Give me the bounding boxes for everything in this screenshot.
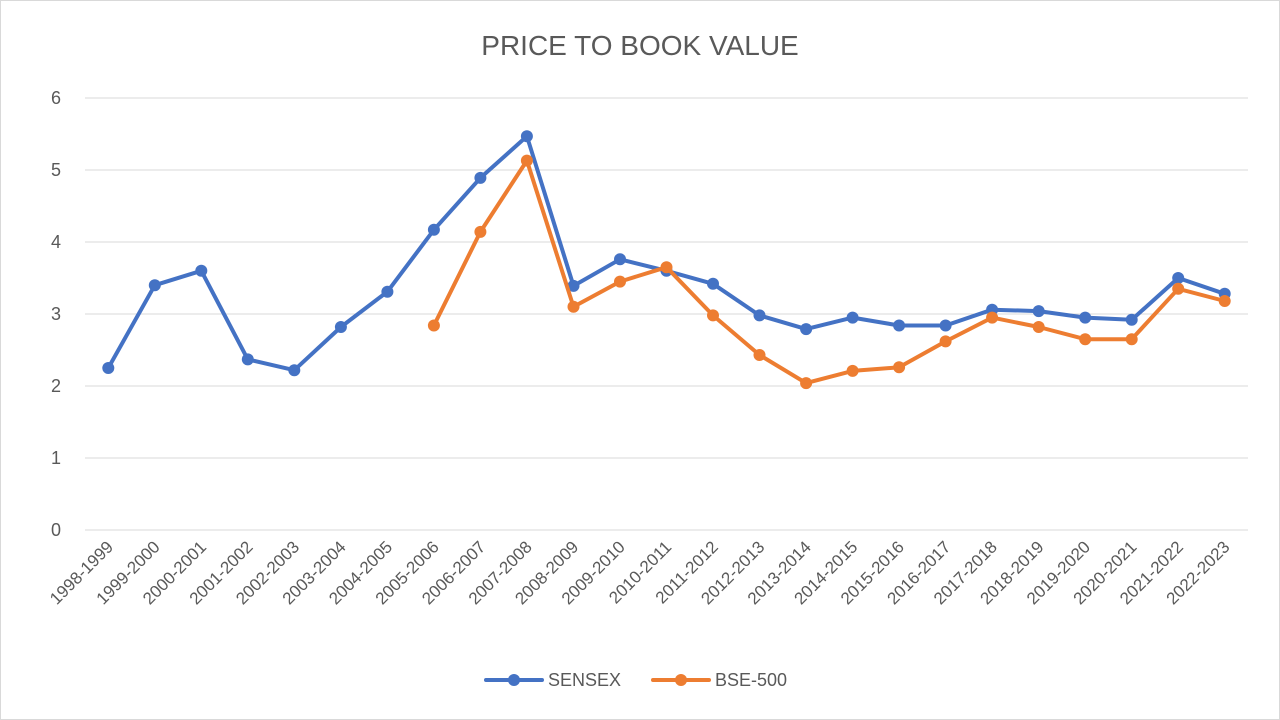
data-point — [381, 285, 394, 298]
data-point — [614, 275, 626, 288]
data-point — [474, 171, 487, 184]
data-point — [707, 309, 719, 322]
data-point — [1032, 305, 1045, 318]
legend-label: SENSEX — [548, 670, 621, 690]
y-tick-label: 0 — [51, 520, 61, 540]
data-point — [846, 364, 859, 377]
data-point — [241, 353, 254, 366]
gridlines — [85, 97, 1248, 531]
data-point — [986, 311, 999, 324]
y-tick-label: 1 — [51, 448, 61, 468]
data-point — [334, 321, 347, 333]
series-line — [431, 158, 1227, 386]
legend-item: SENSEX — [484, 670, 621, 690]
data-point — [893, 361, 906, 374]
data-point — [427, 319, 440, 332]
data-point — [1032, 321, 1045, 333]
data-point — [102, 362, 115, 374]
legend-swatch-marker — [675, 674, 687, 686]
data-point — [939, 319, 952, 332]
data-point — [614, 253, 626, 266]
data-point — [288, 364, 301, 377]
chart-title: PRICE TO BOOK VALUE — [481, 30, 798, 61]
legend-label: BSE-500 — [715, 670, 787, 690]
y-tick-label: 3 — [51, 304, 61, 324]
data-point — [567, 279, 580, 292]
data-point — [800, 377, 813, 390]
data-point — [427, 223, 440, 236]
data-point — [567, 300, 580, 313]
series-sensex — [102, 130, 1231, 377]
data-point — [520, 154, 533, 167]
data-point — [1172, 272, 1185, 284]
data-point — [660, 261, 673, 274]
data-point — [1125, 313, 1138, 326]
data-point — [753, 309, 766, 322]
series-line — [106, 134, 1227, 373]
y-tick-label: 2 — [51, 376, 61, 396]
legend: SENSEX BSE-500 — [484, 670, 787, 690]
data-point — [520, 130, 533, 143]
y-tick-label: 4 — [51, 232, 61, 252]
data-point — [148, 279, 161, 292]
data-point — [195, 264, 208, 277]
data-point — [1079, 333, 1092, 346]
data-point — [753, 349, 766, 361]
data-point — [800, 323, 813, 336]
y-tick-label: 6 — [51, 88, 61, 108]
x-axis-tick-labels: 1998-19991999-20002000-20012001-20022002… — [46, 537, 1233, 608]
series-bse-500 — [427, 154, 1231, 390]
y-tick-label: 5 — [51, 160, 61, 180]
legend-item: BSE-500 — [651, 670, 787, 690]
data-point — [1079, 311, 1092, 324]
data-point — [1125, 333, 1138, 346]
data-point — [939, 335, 952, 348]
series-lines — [102, 130, 1231, 390]
data-point — [1218, 295, 1231, 307]
legend-swatch-marker — [508, 674, 520, 686]
data-point — [846, 311, 859, 324]
data-point — [893, 319, 906, 332]
data-point — [707, 277, 719, 290]
data-point — [1172, 282, 1185, 295]
y-axis-tick-labels: 0 1 2 3 4 5 6 — [51, 88, 61, 540]
data-point — [474, 225, 487, 238]
